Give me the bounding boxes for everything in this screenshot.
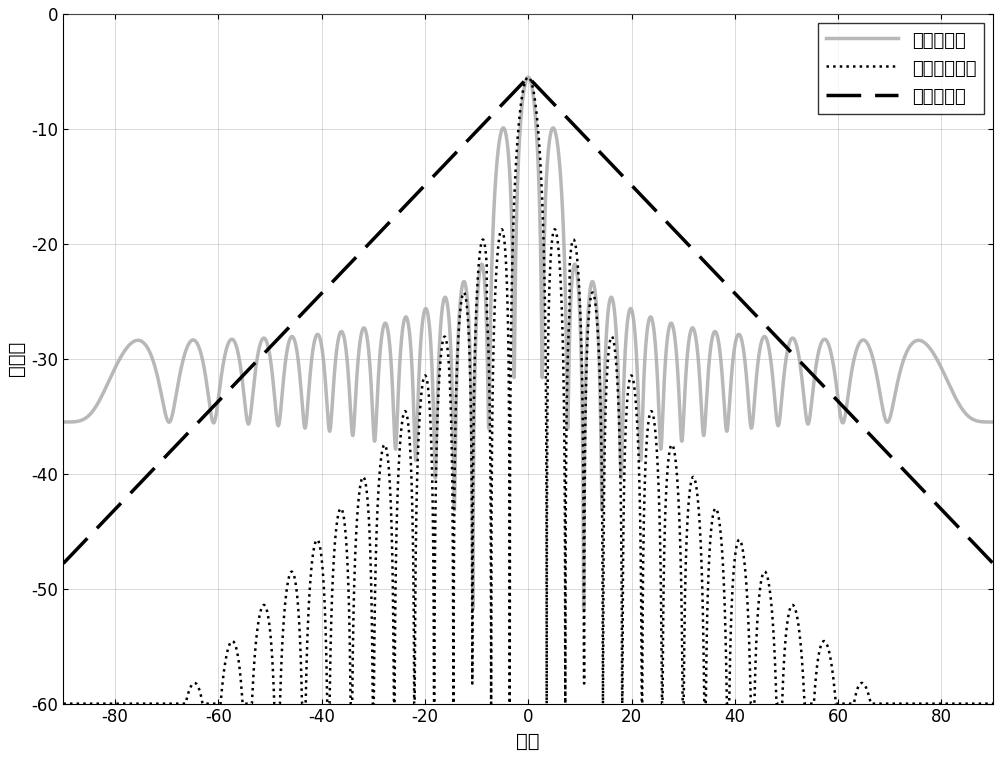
期望方向图: [499, 97, 511, 106]
交替投影方法: [448, 560, 460, 569]
交替投影方法: [455, 296, 467, 305]
交替投影方法: [733, 535, 745, 544]
交替投影方法: [57, 699, 69, 708]
Line: 期望方向图: 期望方向图: [63, 77, 993, 563]
交替投影方法: [522, 73, 534, 82]
期望方向图: [959, 529, 971, 538]
交替投影方法: [499, 243, 511, 252]
本发明方法: [959, 408, 971, 417]
期望方向图: [520, 73, 532, 82]
本发明方法: [733, 330, 745, 339]
本发明方法: [987, 418, 999, 427]
Line: 交替投影方法: 交替投影方法: [63, 77, 993, 703]
交替投影方法: [959, 699, 971, 708]
Y-axis label: 方向图: 方向图: [7, 341, 26, 377]
本发明方法: [57, 418, 69, 427]
本发明方法: [522, 73, 534, 82]
本发明方法: [913, 336, 925, 345]
本发明方法: [467, 605, 479, 614]
期望方向图: [987, 559, 999, 568]
本发明方法: [499, 127, 511, 136]
X-axis label: 角度: 角度: [516, 732, 540, 751]
交替投影方法: [912, 699, 924, 708]
期望方向图: [912, 481, 924, 490]
期望方向图: [455, 143, 467, 152]
交替投影方法: [987, 699, 999, 708]
Line: 本发明方法: 本发明方法: [63, 77, 993, 609]
本发明方法: [448, 490, 460, 500]
本发明方法: [455, 287, 467, 296]
期望方向图: [733, 293, 745, 302]
Legend: 本发明方法, 交替投影方法, 期望方向图: 本发明方法, 交替投影方法, 期望方向图: [818, 23, 984, 114]
期望方向图: [57, 559, 69, 568]
期望方向图: [448, 150, 460, 159]
